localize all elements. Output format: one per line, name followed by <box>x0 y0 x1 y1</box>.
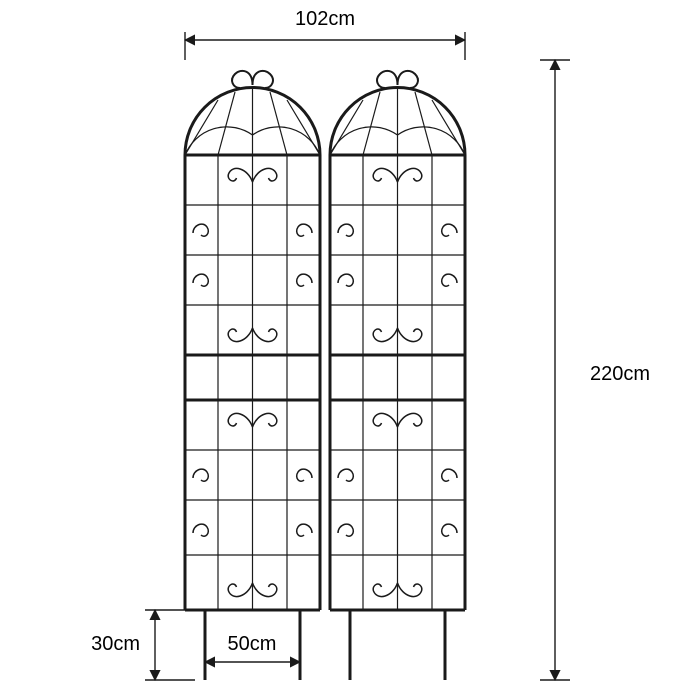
dim-right-height: 220cm <box>540 60 650 680</box>
dim-label-leg-height: 30cm <box>91 633 140 655</box>
left-panel <box>185 71 320 680</box>
dim-left-leg-height: 30cm <box>91 610 195 680</box>
dim-top-width: 102cm <box>185 8 465 60</box>
right-panel <box>330 71 465 680</box>
trellis-diagram: 102cm 220cm 50cm 30cm <box>0 0 700 700</box>
dim-label-total-height: 220cm <box>590 363 650 385</box>
dim-label-panel-width: 50cm <box>228 633 277 655</box>
dim-bottom-panel-width: 50cm <box>205 620 300 672</box>
dim-label-total-width: 102cm <box>295 8 355 30</box>
diagram-stage: 102cm 220cm 50cm 30cm <box>0 0 700 700</box>
